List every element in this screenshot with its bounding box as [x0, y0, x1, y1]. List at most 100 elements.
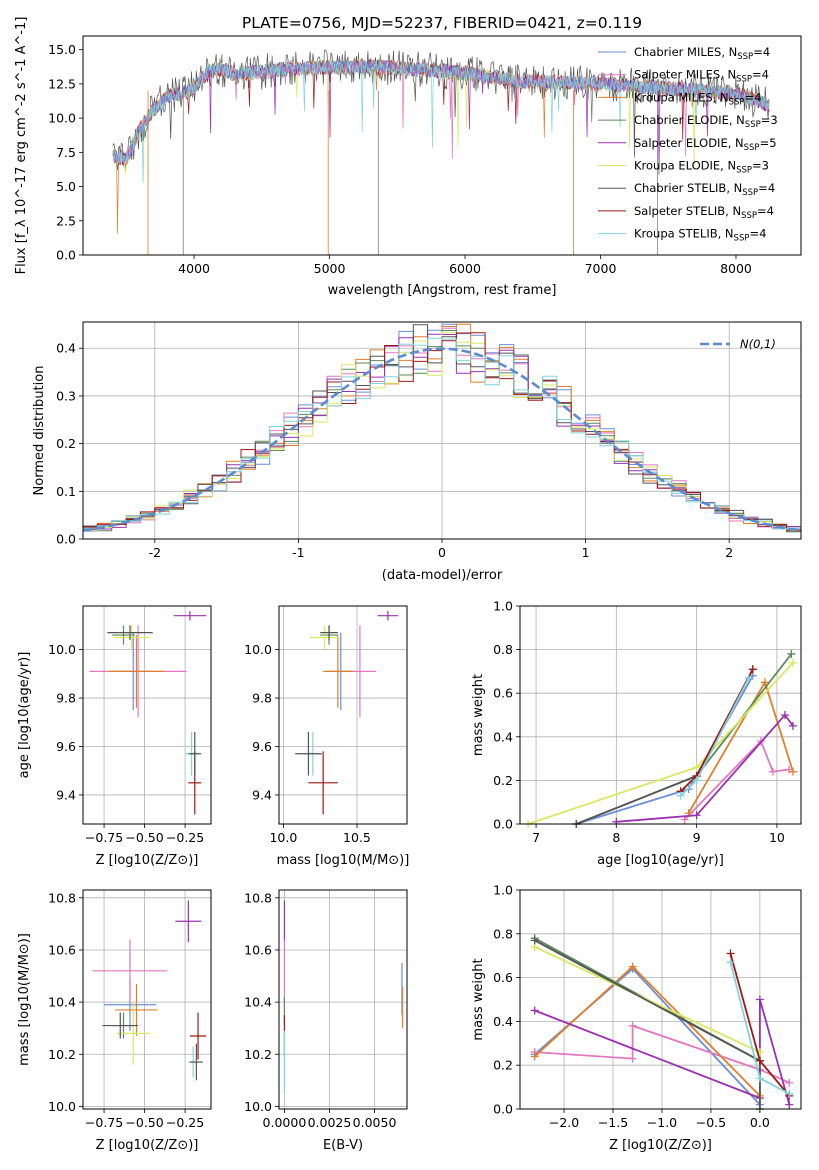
y-tick-label: 9.8	[252, 691, 272, 706]
y-tick-label: 5.0	[56, 179, 76, 194]
weight-line	[575, 653, 793, 825]
y-tick-label: 10.2	[48, 1047, 76, 1062]
weight-marker	[785, 1089, 794, 1098]
weight-marker	[628, 1054, 637, 1063]
plot-frame	[278, 605, 408, 825]
y-tick-label: 10.4	[48, 995, 76, 1010]
y-tick-label: 9.4	[56, 787, 76, 802]
normal-curve	[82, 347, 802, 532]
panel-weight-vs-age: 7 8 9 10 0.0 0.2 0.4 0.6 0.8 1.0 age [log10(age/yr…	[471, 599, 802, 868]
y-axis-label: mass weight	[471, 674, 486, 756]
weight-marker	[628, 962, 637, 971]
y-tick-label: 1.0	[493, 883, 513, 898]
x-tick-label: −0.50	[125, 830, 163, 845]
y-tick-label: 10.2	[244, 1047, 272, 1062]
legend-nssp-sub: SSP	[736, 75, 752, 85]
legend-nssp-value: 4	[768, 181, 775, 195]
legend-nssp-sub: SSP	[744, 143, 760, 153]
weight-marker	[692, 811, 701, 820]
weight-marker	[628, 1021, 637, 1030]
legend-nssp-sub: SSP	[742, 188, 758, 198]
y-tick-label: 10.8	[244, 890, 272, 905]
plot-frame	[82, 605, 212, 825]
legend-nssp-sub: SSP	[741, 211, 757, 221]
y-tick-label: 9.4	[252, 787, 272, 802]
y-axis-label: mass weight	[471, 958, 486, 1040]
x-tick-label: 9	[693, 830, 701, 845]
y-tick-label: 10.0	[48, 642, 76, 657]
legend-nssp-value: 4	[767, 204, 774, 218]
x-tick-label: 8000	[720, 261, 752, 276]
weight-marker	[788, 767, 797, 776]
plot-frame	[82, 321, 802, 540]
x-axis-label: E(B-V)	[323, 1138, 363, 1153]
panel-age-vs-mass: 10.0 10.5 9.4 9.6 9.8 10.0 mass [log10(M/M⊙)]	[244, 605, 410, 868]
legend-nssp-prefix: , N	[713, 90, 729, 104]
y-axis-label: Normed distribution	[32, 366, 47, 496]
x-tick-label: 7	[532, 830, 540, 845]
legend-eq: =	[758, 181, 768, 195]
legend-label: Kroupa MILES, NSSP=4	[634, 90, 761, 107]
x-tick-label: 10.5	[343, 830, 371, 845]
y-tick-label: 10.8	[48, 890, 76, 905]
weight-marker	[530, 1052, 539, 1061]
panel-mass-vs-ebv: 0.0000 0.0025 0.0050 10.0 10.2 10.4 10.6 10.8 E(…	[244, 889, 408, 1153]
legend-nssp-value: 4	[762, 68, 769, 82]
weight-marker	[760, 678, 769, 687]
legend-eq: =	[744, 90, 754, 104]
legend-eq: =	[760, 136, 770, 150]
legend-nssp-value: 4	[759, 227, 766, 241]
weight-line	[687, 680, 794, 814]
legend-label: Salpeter STELIB, NSSP=4	[634, 204, 774, 221]
x-tick-label: −0.50	[125, 1115, 163, 1130]
y-tick-label: 0.4	[56, 341, 76, 356]
legend-nssp-prefix: , N	[728, 136, 744, 150]
x-tick-label: 4000	[178, 261, 210, 276]
legend-name: Kroupa MILES	[634, 90, 713, 104]
legend-eq: =	[749, 227, 759, 241]
x-tick-label: 10	[769, 830, 785, 845]
weight-marker	[692, 776, 701, 785]
weight-marker	[788, 658, 797, 667]
legend-name: Chabrier MILES	[634, 45, 721, 59]
weight-marker	[530, 936, 539, 945]
y-tick-label: 0.8	[493, 926, 513, 941]
y-tick-label: 9.6	[56, 739, 76, 754]
plot-frame	[278, 889, 408, 1110]
panel-spectrum: PLATE=0756, MJD=52237, FIBERID=0421, z=0…	[14, 14, 802, 298]
y-tick-label: 1.0	[493, 599, 513, 614]
legend-nssp-sub: SSP	[736, 166, 752, 176]
weight-marker	[787, 649, 796, 658]
spectrum-line-kroupa-elodie	[112, 58, 770, 174]
legend-nssp-prefix: , N	[720, 159, 736, 173]
y-tick-label: 9.6	[252, 739, 272, 754]
x-axis-label: age [log10(age/yr)]	[597, 853, 724, 868]
y-tick-label: 0.0	[56, 248, 76, 263]
weight-marker	[755, 1074, 764, 1083]
weight-marker	[530, 1006, 539, 1015]
x-tick-label: 0.0	[750, 1115, 770, 1130]
legend-nssp-sub: SSP	[729, 97, 745, 107]
x-axis-label: mass [log10(M/M⊙)]	[277, 853, 410, 868]
y-tick-label: 0.4	[493, 729, 513, 744]
legend-name: Salpeter STELIB	[634, 204, 725, 218]
y-tick-label: 12.5	[48, 76, 76, 91]
x-tick-label: 7000	[585, 261, 617, 276]
x-tick-label: 5000	[314, 261, 346, 276]
histogram-7	[83, 332, 801, 531]
legend-name: Salpeter ELODIE	[634, 136, 728, 150]
legend-name: Kroupa ELODIE	[634, 159, 720, 173]
x-tick-label: −0.75	[85, 1115, 123, 1130]
y-tick-label: 0.0	[56, 532, 76, 547]
y-tick-label: 10.0	[244, 642, 272, 657]
weight-marker	[788, 721, 797, 730]
legend-label: Kroupa STELIB, NSSP=4	[634, 227, 766, 244]
y-axis-label: mass [log10(M/M⊙)]	[17, 933, 32, 1066]
weight-line	[683, 739, 790, 821]
legend-eq: =	[761, 113, 771, 127]
weight-line	[527, 662, 794, 825]
legend-nssp-prefix: , N	[729, 113, 745, 127]
chart-title: PLATE=0756, MJD=52237, FIBERID=0421, z=0…	[242, 14, 642, 32]
x-tick-label: 2	[725, 545, 733, 560]
x-tick-label: −2.0	[549, 1115, 579, 1130]
